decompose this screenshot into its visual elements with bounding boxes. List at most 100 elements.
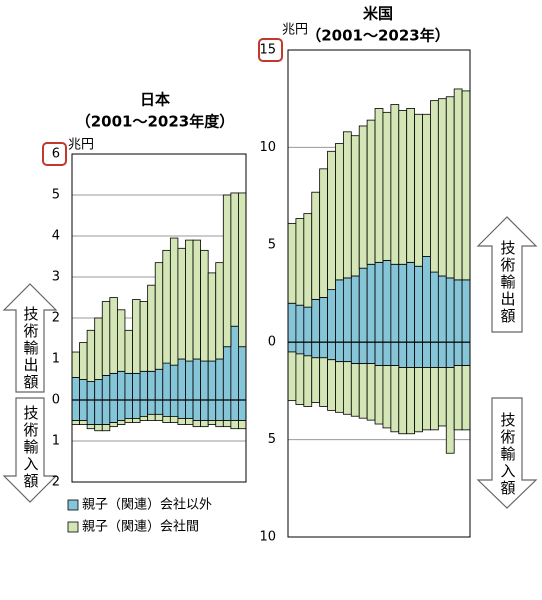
bar	[71, 377, 80, 401]
bar	[437, 341, 447, 368]
bar	[287, 302, 297, 343]
bar	[342, 361, 352, 415]
bar	[414, 113, 423, 267]
legend-swatch	[67, 521, 79, 533]
bar	[215, 358, 224, 401]
bar	[207, 360, 217, 401]
bar	[319, 296, 328, 343]
chart-subtitle: （2001～2023年度）	[76, 113, 235, 131]
bar	[124, 329, 133, 374]
y-tick-label: 15	[259, 43, 276, 58]
bar	[311, 341, 321, 359]
y-tick-label: 4	[52, 229, 60, 244]
bar	[132, 299, 141, 374]
bar	[154, 413, 164, 421]
bar	[109, 372, 118, 401]
bar	[382, 111, 392, 261]
bar	[132, 372, 141, 401]
bar	[79, 420, 88, 425]
bar	[335, 143, 344, 281]
bar	[109, 399, 118, 423]
bar	[319, 341, 328, 359]
bar	[414, 367, 423, 433]
bar	[238, 346, 247, 401]
bar	[139, 301, 149, 372]
y-tick-label: 0	[52, 393, 60, 408]
bar	[169, 237, 179, 366]
bar	[422, 367, 431, 431]
bar	[94, 399, 103, 426]
bar	[327, 289, 336, 343]
bar	[382, 341, 392, 366]
bar	[215, 420, 224, 428]
bar	[437, 98, 447, 277]
bar	[215, 262, 224, 360]
bar	[79, 342, 88, 380]
bar	[147, 399, 156, 415]
bar	[303, 355, 313, 407]
import-label: 技術輸入額	[499, 412, 517, 497]
bar	[327, 341, 336, 361]
bar	[86, 399, 96, 426]
bar	[430, 100, 439, 273]
import-arrow-us	[476, 397, 538, 509]
bar	[207, 272, 217, 362]
bar	[398, 109, 408, 265]
bar	[116, 420, 126, 425]
bar	[116, 399, 126, 421]
bar	[116, 309, 126, 372]
bar	[374, 365, 384, 425]
bar	[101, 399, 111, 426]
bar	[200, 360, 209, 401]
bar	[207, 399, 217, 421]
bar	[139, 415, 149, 421]
bar	[422, 341, 431, 368]
bar	[169, 399, 179, 417]
bar	[94, 379, 103, 401]
bar	[230, 192, 239, 327]
bar	[222, 399, 232, 421]
bar	[192, 239, 202, 360]
bar	[132, 399, 141, 419]
legend-swatch	[67, 499, 79, 511]
bar	[430, 341, 439, 368]
bar	[215, 399, 224, 421]
bar	[222, 346, 232, 401]
chart-title: 日本	[140, 91, 170, 109]
tick-highlight	[258, 38, 283, 62]
bar	[295, 341, 305, 355]
bar	[453, 341, 463, 366]
y-tick-label: 5	[268, 432, 276, 447]
bar	[350, 341, 360, 365]
bar	[342, 277, 352, 343]
y-tick-label: 6	[52, 147, 60, 162]
bar	[177, 358, 186, 401]
unit-label: 兆円	[282, 23, 308, 38]
bar	[238, 399, 247, 421]
bar	[390, 341, 400, 366]
bar	[374, 341, 384, 366]
bar	[406, 341, 416, 368]
bar	[350, 135, 360, 277]
bar	[461, 341, 471, 366]
bar	[169, 415, 179, 423]
bar	[139, 399, 149, 417]
bar	[327, 150, 336, 291]
bar	[94, 424, 103, 432]
bar	[139, 370, 149, 401]
bar	[154, 368, 164, 401]
bar	[238, 192, 247, 348]
bar	[86, 329, 96, 382]
bar	[177, 399, 186, 419]
bar	[71, 399, 80, 421]
bar	[335, 341, 344, 363]
bar	[398, 367, 408, 435]
bar	[335, 361, 344, 413]
bar	[342, 341, 352, 363]
bar	[437, 367, 447, 427]
bar	[169, 364, 179, 401]
bar	[461, 365, 471, 431]
bar	[453, 279, 463, 343]
bar	[303, 306, 313, 343]
